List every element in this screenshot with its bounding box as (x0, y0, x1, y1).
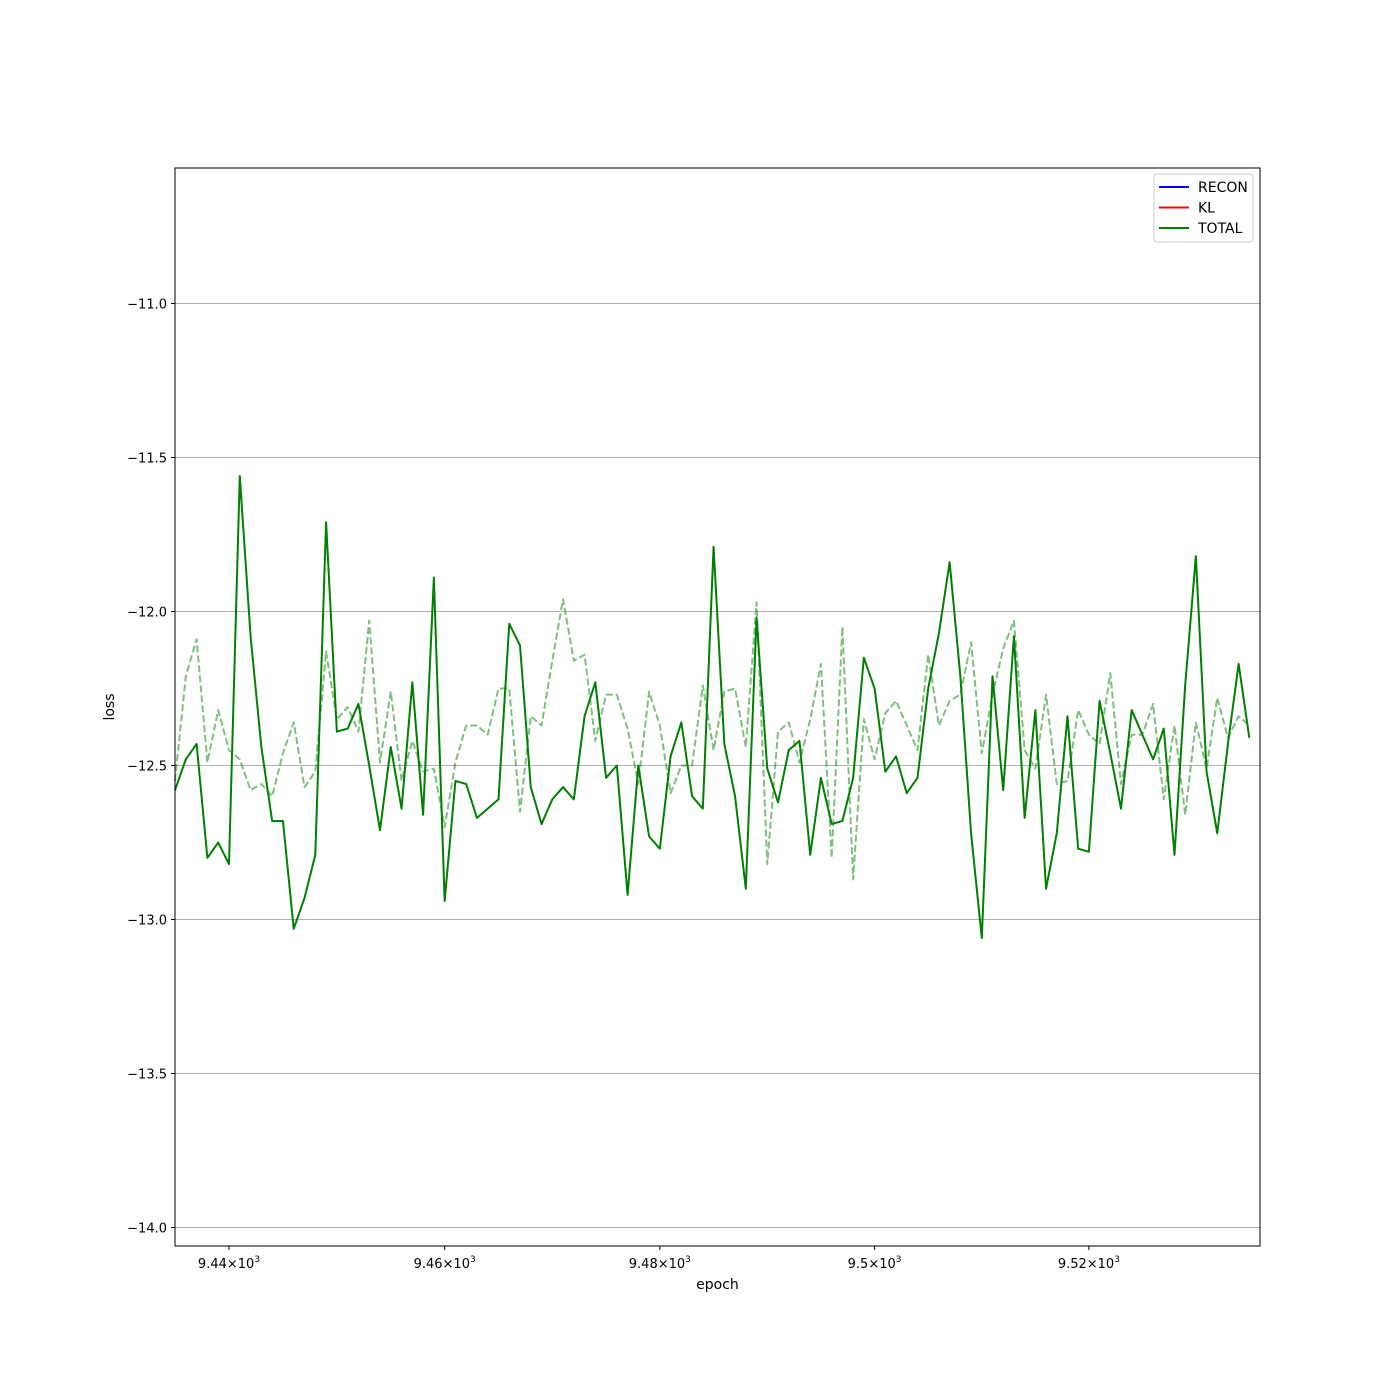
x-tick-label-base: 9.46 (414, 1257, 443, 1272)
x-tick-label: 9.46×103 (414, 1255, 476, 1272)
x-tick-label-base: 9.5 (848, 1257, 869, 1272)
y-axis-label: loss (102, 693, 118, 720)
x-tick-label: 9.5×103 (848, 1255, 902, 1272)
y-tick-label: −13.0 (127, 914, 167, 929)
y-tick-label: −12.0 (127, 606, 167, 621)
legend-label-total: TOTAL (1197, 221, 1243, 237)
y-tick-label: −13.5 (127, 1068, 167, 1083)
y-tick-label: −11.5 (127, 452, 167, 467)
x-tick-label-exponent: 3 (470, 1255, 476, 1265)
x-tick-label-times: ×10 (443, 1257, 470, 1272)
legend-box (1153, 173, 1254, 243)
x-tick-label-times: ×10 (658, 1257, 685, 1272)
x-tick-label-base: 9.48 (629, 1257, 658, 1272)
x-tick-label-base: 9.44 (198, 1257, 227, 1272)
legend-label-kl: KL (1198, 201, 1215, 217)
x-tick-label-times: ×10 (227, 1257, 254, 1272)
x-tick-label: 9.44×103 (198, 1255, 260, 1272)
x-tick-label: 9.48×103 (629, 1255, 691, 1272)
y-tick-label: −14.0 (127, 1222, 167, 1237)
x-tick-label: 9.52×103 (1058, 1255, 1120, 1272)
legend: RECON KL TOTAL (1153, 173, 1254, 243)
series-line-total (174, 475, 1251, 939)
x-axis-label: epoch (696, 1277, 739, 1293)
x-tick-label-times: ×10 (1087, 1257, 1114, 1272)
y-tick-label: −12.5 (127, 760, 167, 775)
x-tick-label-exponent: 3 (685, 1255, 691, 1265)
x-tick-label-exponent: 3 (254, 1255, 260, 1265)
ticks: −11.0−11.5−12.0−12.5−13.0−13.5−14.09.44×… (127, 298, 1120, 1272)
x-tick-label-base: 9.52 (1058, 1257, 1087, 1272)
x-tick-label-exponent: 3 (1114, 1255, 1120, 1265)
x-tick-label-exponent: 3 (896, 1255, 902, 1265)
legend-label-recon: RECON (1198, 180, 1248, 196)
y-tick-label: −11.0 (127, 298, 167, 313)
x-tick-label-times: ×10 (868, 1257, 895, 1272)
plot-frame (174, 167, 1261, 1247)
series-layer (174, 475, 1251, 939)
